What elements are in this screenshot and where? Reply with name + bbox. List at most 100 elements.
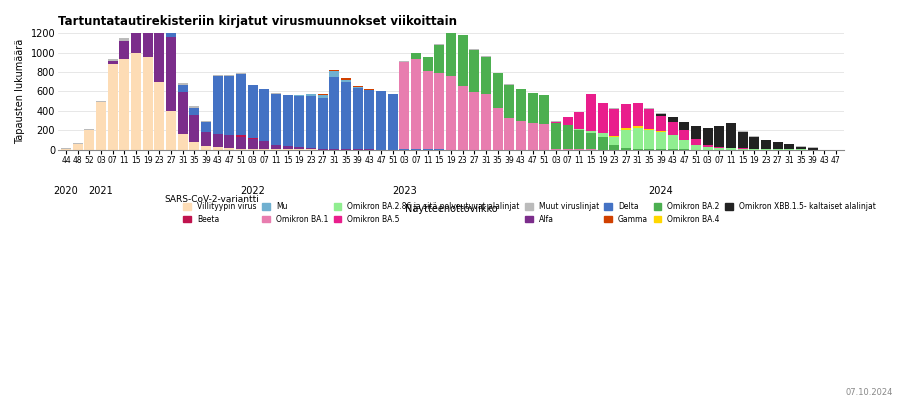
Bar: [201, 146, 210, 150]
Bar: [352, 89, 362, 150]
Bar: [807, 147, 817, 148]
Bar: [737, 131, 747, 132]
Bar: [458, 35, 467, 86]
Bar: [655, 113, 665, 114]
Bar: [655, 116, 665, 131]
Bar: [399, 61, 409, 62]
Bar: [655, 132, 665, 149]
Bar: [364, 89, 374, 90]
Text: 2022: 2022: [240, 186, 265, 196]
Bar: [189, 107, 199, 108]
Bar: [212, 76, 222, 134]
Bar: [516, 121, 526, 150]
Text: Tartuntatautirekisteriin kirjatut virusmuunnokset viikoittain: Tartuntatautirekisteriin kirjatut virusm…: [58, 15, 457, 28]
Text: 2023: 2023: [391, 186, 416, 196]
Bar: [154, 82, 165, 150]
Bar: [446, 20, 456, 76]
Bar: [713, 148, 723, 150]
Bar: [201, 132, 210, 146]
Bar: [585, 131, 596, 133]
Bar: [119, 59, 130, 150]
Bar: [236, 137, 245, 148]
Bar: [713, 126, 723, 146]
Bar: [702, 128, 711, 145]
Bar: [259, 141, 269, 142]
Bar: [329, 77, 339, 149]
Bar: [562, 125, 572, 149]
Bar: [282, 95, 292, 146]
Bar: [364, 90, 374, 150]
Bar: [725, 148, 735, 150]
Bar: [620, 128, 630, 130]
Bar: [411, 59, 421, 149]
Bar: [154, 0, 165, 82]
Bar: [306, 148, 315, 150]
Bar: [247, 138, 257, 139]
Bar: [399, 62, 409, 149]
Bar: [493, 108, 502, 150]
Bar: [177, 85, 187, 93]
Bar: [667, 135, 676, 149]
Bar: [271, 94, 280, 145]
Bar: [376, 91, 386, 150]
Bar: [131, 0, 141, 53]
Bar: [294, 148, 304, 150]
Bar: [224, 76, 234, 135]
Bar: [329, 70, 339, 71]
Bar: [539, 95, 549, 124]
Bar: [61, 148, 71, 150]
Bar: [236, 136, 245, 137]
Bar: [608, 145, 618, 150]
Bar: [294, 96, 304, 147]
Bar: [166, 32, 176, 37]
Bar: [585, 133, 596, 150]
Bar: [247, 85, 257, 138]
Bar: [737, 148, 747, 150]
Bar: [224, 136, 234, 148]
Bar: [422, 57, 432, 71]
Bar: [329, 71, 339, 77]
Bar: [620, 130, 630, 148]
Bar: [294, 95, 304, 96]
Bar: [539, 124, 549, 150]
Bar: [516, 89, 526, 121]
Bar: [795, 146, 805, 150]
Bar: [643, 130, 653, 149]
Bar: [608, 136, 618, 137]
Bar: [608, 109, 618, 136]
Bar: [96, 101, 106, 102]
Bar: [177, 83, 187, 85]
Bar: [725, 123, 735, 148]
Bar: [212, 134, 222, 146]
Bar: [748, 149, 758, 150]
X-axis label: Näytteenottoviikko: Näytteenottoviikko: [404, 204, 497, 214]
Bar: [166, 111, 176, 150]
Bar: [678, 140, 688, 150]
Bar: [73, 144, 83, 150]
Bar: [690, 126, 700, 139]
Bar: [655, 114, 665, 116]
Bar: [528, 123, 537, 150]
Bar: [550, 123, 561, 149]
Bar: [632, 148, 641, 150]
Bar: [85, 129, 95, 130]
Bar: [632, 103, 641, 126]
Bar: [702, 145, 711, 146]
Bar: [177, 93, 187, 134]
Bar: [224, 135, 234, 136]
Bar: [271, 146, 280, 149]
Bar: [247, 149, 257, 150]
Bar: [481, 56, 491, 57]
Bar: [643, 109, 653, 129]
Bar: [585, 94, 596, 131]
Bar: [690, 145, 700, 150]
Bar: [108, 59, 118, 61]
Bar: [807, 148, 817, 150]
Text: 2024: 2024: [648, 186, 673, 196]
Bar: [271, 145, 280, 146]
Text: 2021: 2021: [88, 186, 113, 196]
Bar: [317, 149, 327, 150]
Bar: [528, 93, 537, 123]
Bar: [387, 94, 397, 150]
Bar: [189, 142, 199, 150]
